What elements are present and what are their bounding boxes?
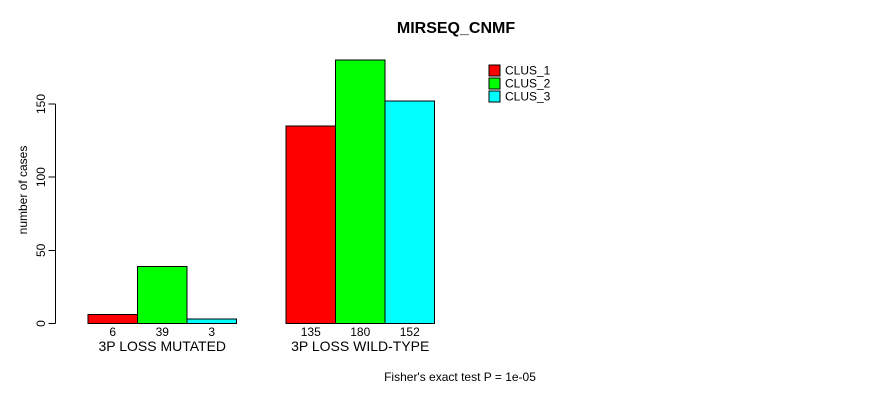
bar-clus_1-cat0 <box>87 314 138 325</box>
chart-title: MIRSEQ_CNMF <box>397 20 515 37</box>
legend-label-clus_1: CLUS_1 <box>505 64 551 78</box>
legend-swatch-clus_3 <box>488 90 501 103</box>
y-tick-label-0: 0 <box>34 320 48 327</box>
legend-label-clus_2: CLUS_2 <box>505 77 551 91</box>
y-tick-label-100: 100 <box>34 167 48 187</box>
y-tick-label-150: 150 <box>34 94 48 114</box>
bar-clus_3-cat0 <box>186 318 237 324</box>
bar-value-label: 3 <box>208 325 215 339</box>
bar-value-label: 39 <box>156 325 170 339</box>
legend-label-clus_3: CLUS_3 <box>505 90 551 104</box>
bar-value-label: 135 <box>301 325 321 339</box>
bar-value-label: 152 <box>400 325 420 339</box>
y-axis-title: number of cases <box>16 146 30 235</box>
legend-swatch-clus_2 <box>488 77 501 90</box>
bar-clus_1-cat1 <box>285 125 336 324</box>
bar-clus_3-cat1 <box>384 100 435 324</box>
legend-swatch-clus_1 <box>488 64 501 77</box>
bar-clus_2-cat0 <box>137 265 188 324</box>
bar-value-label: 6 <box>109 325 116 339</box>
bar-value-label: 180 <box>350 325 370 339</box>
category-label-0: 3P LOSS MUTATED <box>98 338 226 354</box>
category-label-1: 3P LOSS WILD-TYPE <box>291 338 429 354</box>
bar-clus_2-cat1 <box>335 59 386 324</box>
y-tick-label-50: 50 <box>34 243 48 257</box>
footnote-text: Fisher's exact test P = 1e-05 <box>384 370 536 384</box>
y-axis: 0 50 100 150 <box>34 94 56 327</box>
